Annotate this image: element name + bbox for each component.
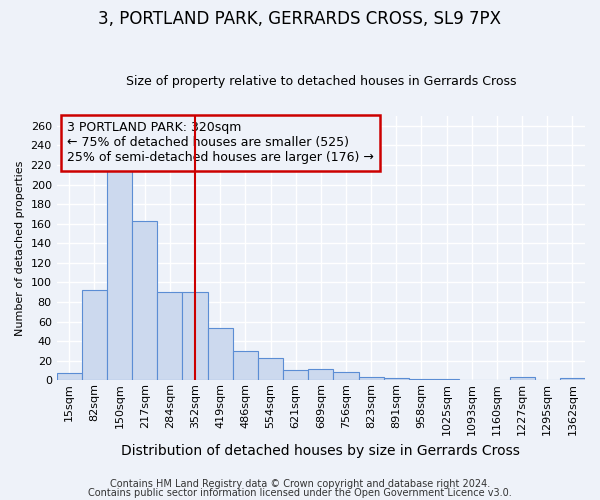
Bar bbox=[308, 370, 334, 380]
Bar bbox=[283, 370, 308, 380]
Title: Size of property relative to detached houses in Gerrards Cross: Size of property relative to detached ho… bbox=[125, 76, 516, 88]
Bar bbox=[258, 358, 283, 380]
Y-axis label: Number of detached properties: Number of detached properties bbox=[15, 160, 25, 336]
Text: Contains public sector information licensed under the Open Government Licence v3: Contains public sector information licen… bbox=[88, 488, 512, 498]
X-axis label: Distribution of detached houses by size in Gerrards Cross: Distribution of detached houses by size … bbox=[121, 444, 520, 458]
Bar bbox=[233, 351, 258, 380]
Text: 3 PORTLAND PARK: 320sqm
← 75% of detached houses are smaller (525)
25% of semi-d: 3 PORTLAND PARK: 320sqm ← 75% of detache… bbox=[67, 122, 374, 164]
Bar bbox=[157, 292, 182, 380]
Bar bbox=[132, 221, 157, 380]
Bar bbox=[182, 292, 208, 380]
Bar bbox=[509, 378, 535, 380]
Bar bbox=[334, 372, 359, 380]
Bar bbox=[560, 378, 585, 380]
Bar bbox=[56, 374, 82, 380]
Bar bbox=[359, 378, 384, 380]
Bar bbox=[384, 378, 409, 380]
Bar bbox=[107, 170, 132, 380]
Text: 3, PORTLAND PARK, GERRARDS CROSS, SL9 7PX: 3, PORTLAND PARK, GERRARDS CROSS, SL9 7P… bbox=[98, 10, 502, 28]
Text: Contains HM Land Registry data © Crown copyright and database right 2024.: Contains HM Land Registry data © Crown c… bbox=[110, 479, 490, 489]
Bar bbox=[82, 290, 107, 380]
Bar bbox=[208, 328, 233, 380]
